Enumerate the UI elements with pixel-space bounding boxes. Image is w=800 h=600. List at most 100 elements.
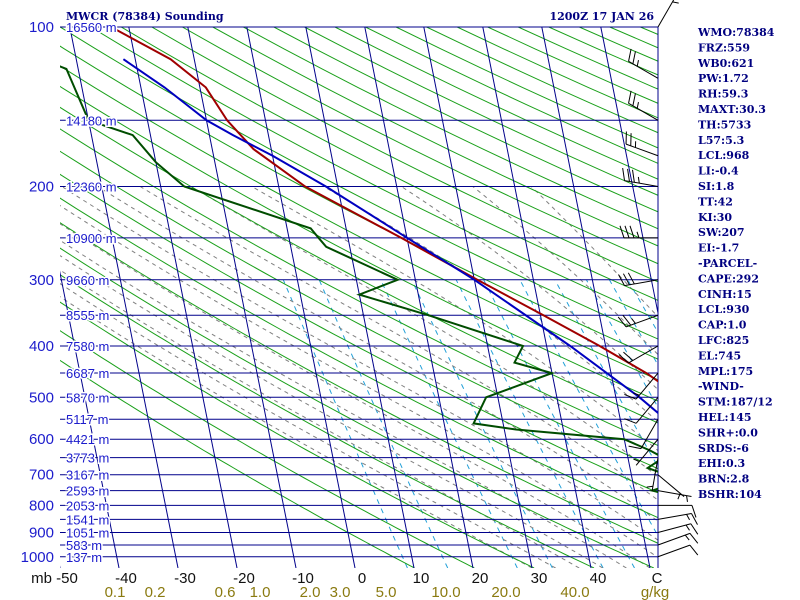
wind-barb [618, 345, 659, 364]
temperature-tick-label: 40 [590, 570, 607, 587]
mixing-ratio-line [483, 279, 635, 568]
height-label: 7580 m [66, 339, 109, 354]
pressure-unit-label: mb [31, 570, 52, 587]
index-item: SW:207 [698, 226, 745, 239]
wind-barb-half [636, 101, 639, 109]
wind-barb-shaft [628, 60, 659, 79]
wind-barb-shaft [640, 418, 659, 449]
wind-barb-shaft [651, 457, 659, 492]
pressure-label: 100 [29, 19, 54, 36]
index-item: BSHR:104 [698, 488, 762, 501]
wind-barb-full [632, 51, 636, 64]
isotherm-line [423, 27, 533, 568]
wind-barb [622, 167, 659, 187]
mixing-ratio-line [318, 279, 449, 568]
height-label: 14180 m [66, 113, 117, 128]
wind-barb-full [627, 272, 635, 285]
mixing-ratio-tick-label: 20.0 [491, 584, 520, 600]
index-item: RH:59.3 [698, 88, 748, 101]
mixing-ratio-line [282, 279, 408, 568]
height-label: 10900 m [66, 231, 117, 246]
wind-barb-shaft [635, 372, 659, 400]
wind-barb-half [686, 514, 691, 521]
isotherm-line [600, 27, 658, 316]
wind-barb-half [685, 524, 690, 531]
wind-barb-shaft [628, 102, 659, 121]
temperature-tick-label: 20 [472, 570, 489, 587]
index-item: L57:5.3 [698, 134, 744, 147]
wind-barb [657, 512, 698, 525]
height-label: 9660 m [66, 273, 109, 288]
wind-barb-shaft [624, 180, 659, 187]
dry-adiabat [182, 27, 658, 265]
pressure-label: 1000 [21, 549, 54, 566]
wind-barb-full [690, 523, 699, 535]
wind-barb-full [691, 505, 697, 518]
wind-barb-shaft [625, 314, 659, 328]
dewpoint-profile-line [60, 65, 658, 494]
wind-barb-half [636, 231, 640, 238]
dry-adiabat [60, 197, 658, 519]
dry-adiabat [90, 27, 658, 320]
index-item: SHR+:0.0 [698, 426, 758, 439]
isotherm-line [60, 270, 120, 568]
index-item: WMO:78384 [697, 26, 775, 39]
wind-barb [657, 544, 699, 558]
wind-barb-half [636, 60, 639, 67]
moist-adiabat [60, 255, 604, 568]
mixing-ratio-line [608, 279, 658, 366]
wind-barb-full [622, 167, 626, 181]
temperature-tick-label: 10 [413, 570, 430, 587]
isotherm-line [364, 27, 474, 568]
index-item: SI:1.8 [698, 180, 735, 193]
wind-barb-half [633, 392, 640, 396]
dry-adiabat [60, 85, 658, 402]
moist-adiabat [60, 296, 533, 568]
moist-adiabat [60, 283, 556, 568]
moist-adiabat [60, 204, 658, 558]
wind-barb-half [633, 458, 640, 462]
temperature-tick-label: 30 [531, 570, 548, 587]
dry-adiabat [60, 247, 655, 568]
index-item: WB0:621 [697, 57, 754, 70]
index-item: CINH:15 [698, 288, 752, 301]
wind-barb-shaft [624, 279, 659, 287]
dry-adiabat [60, 359, 415, 568]
mixing-ratio-tick-label: 5.0 [376, 584, 397, 600]
wind-barb-shaft [657, 0, 675, 28]
height-label: 137 m [66, 550, 102, 565]
height-label: 8555 m [66, 308, 109, 323]
wind-barb-shaft [657, 474, 685, 497]
index-item: MPL:175 [698, 365, 753, 378]
height-label: 6687 m [66, 366, 109, 381]
moist-adiabat [60, 239, 627, 568]
index-item: LI:-0.4 [698, 165, 739, 178]
temperature-tick-label: -30 [174, 570, 196, 587]
temperature-tick-label: -40 [115, 570, 137, 587]
index-item: LCL:968 [698, 149, 750, 162]
wind-barb [628, 48, 659, 79]
isotherms [60, 27, 658, 568]
wind-barb-half [631, 318, 636, 324]
index-item: CAPE:292 [698, 272, 759, 285]
wind-barb-shaft [657, 523, 691, 534]
dry-adiabat [60, 65, 658, 381]
wind-barb [624, 396, 659, 424]
isobars [60, 26, 659, 568]
mixing-ratio-tick-label: 40.0 [560, 584, 589, 600]
isotherm-line [187, 27, 297, 568]
wind-barb [625, 131, 659, 157]
index-item: STM:187/12 [698, 396, 773, 409]
mixing-ratio-lines [282, 279, 658, 568]
wind-barb [657, 523, 699, 535]
wind-barb-full [628, 445, 642, 450]
index-item: TH:5733 [698, 118, 751, 131]
index-item: TT:42 [698, 195, 733, 208]
wind-barb-shaft [625, 143, 659, 157]
wind-barb-full [632, 169, 635, 183]
height-label: 16560 m [66, 20, 117, 35]
mixing-ratio-tick-label: 1.0 [250, 584, 271, 600]
temperature-tick-label: C [652, 570, 663, 587]
